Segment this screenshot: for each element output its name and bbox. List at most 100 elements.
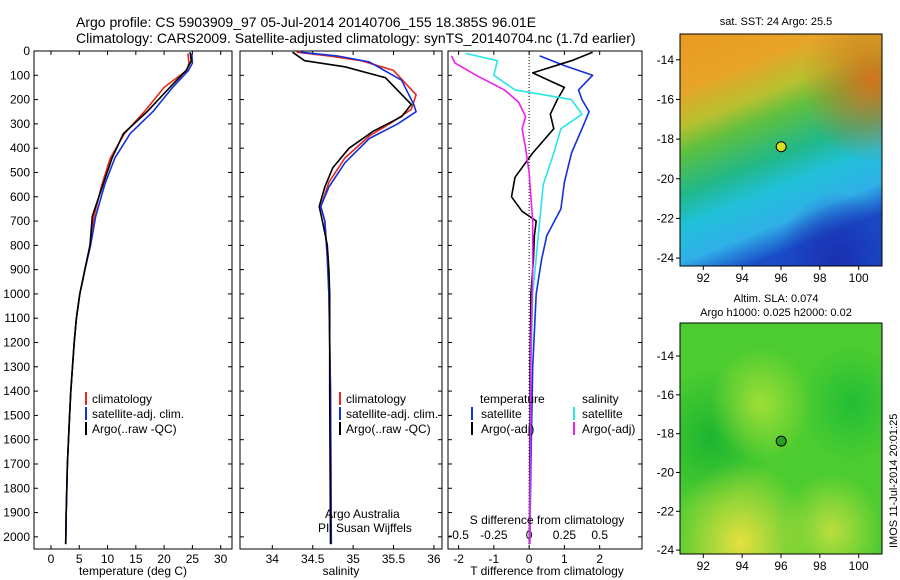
y-tick-label: 500: [10, 165, 30, 179]
map-x-tick-label: 96: [774, 559, 788, 573]
map-y-tick-label: -20: [657, 465, 675, 479]
y-tick-label: 400: [10, 141, 30, 155]
sst-map: [679, 33, 883, 267]
y-tick-label: 1800: [3, 481, 30, 495]
y-tick-label: 800: [10, 238, 30, 252]
salinity-series: [292, 51, 417, 545]
y-tick-label: 900: [10, 263, 30, 277]
difference-series: [450, 51, 594, 545]
argo-location-marker: [775, 141, 787, 153]
map-x-tick-label: 92: [697, 271, 711, 285]
y-tick-label: 1400: [3, 384, 30, 398]
y-tick-label: 1600: [3, 433, 30, 447]
sst-map-axes: 92 94 96 98 100 -14 -16 -18 -20 -22 -24: [657, 53, 869, 285]
y-tick-label: 2000: [3, 530, 30, 544]
map-x-tick-label: 100: [849, 559, 869, 573]
y-tick-label: 1500: [3, 408, 30, 422]
credit-line-2: PI: Susan Wijffels: [318, 521, 412, 535]
x-tick-label: 36: [427, 552, 441, 566]
legend-label-argo: Argo(..raw -QC): [92, 422, 177, 436]
salinity-axis: 34 34.5 35 35.5 36: [240, 50, 442, 566]
map-y-tick-label: -20: [657, 172, 675, 186]
temperature-axis: 0100200300400500600700800900100011001200…: [3, 44, 232, 566]
y-tick-label: 1900: [3, 506, 30, 520]
x-tick-label: 0: [48, 552, 55, 566]
sla-map-title: Altim. SLA: 0.074: [734, 293, 819, 305]
map-x-tick-label: 94: [735, 271, 749, 285]
map-x-tick-label: 92: [697, 559, 711, 573]
salinity-legend: climatology satellite-adj. clim. Argo(..…: [339, 392, 438, 436]
y-tick-label: 300: [10, 117, 30, 131]
y-tick-label: 1100: [4, 311, 30, 325]
x-tick-label: -1: [489, 552, 500, 566]
legend-label-argo: Argo(..raw -QC): [346, 422, 431, 436]
x-tick-label: 5: [76, 552, 83, 566]
y-tick-label: 1700: [3, 457, 30, 471]
legend-label-t-satellite: satellite: [481, 407, 522, 421]
map-y-tick-label: -16: [657, 92, 675, 106]
legend-label-s-satellite: satellite: [582, 407, 623, 421]
legend-label-t-argo: Argo(-adj): [481, 422, 534, 436]
sla-map-subtitle: Argo h1000: 0.025 h2000: 0.02: [700, 307, 852, 319]
x-tick-label: 2: [596, 552, 603, 566]
s-diff-tick-label: -0.25: [480, 528, 508, 542]
y-tick-label: 600: [10, 190, 30, 204]
map-y-tick-label: -24: [657, 251, 675, 265]
map-x-tick-label: 98: [813, 559, 827, 573]
x-tick-label: 20: [157, 552, 171, 566]
s-diff-tick-label: 0.5: [591, 528, 608, 542]
map-x-tick-label: 94: [735, 559, 749, 573]
series-t-satellite: [529, 55, 594, 545]
s-diff-tick-label: 0.25: [553, 528, 577, 542]
y-tick-label: 1000: [3, 287, 30, 301]
salinity-xlabel: salinity: [323, 564, 360, 578]
x-tick-label: 35: [346, 552, 360, 566]
map-x-tick-label: 96: [774, 271, 788, 285]
argo-location-marker: [775, 435, 787, 447]
map-y-tick-label: -14: [657, 349, 675, 363]
legend-title-salinity: salinity: [582, 392, 619, 406]
difference-xlabel: T difference from climatology: [470, 564, 624, 578]
temperature-legend: climatology satellite-adj. clim. Argo(..…: [85, 392, 184, 436]
series-argo-raw-qc: [64, 52, 193, 545]
x-tick-label: 1: [561, 552, 568, 566]
credit-line-1: Argo Australia: [325, 507, 400, 521]
s-diff-tick-label: -0.5: [448, 528, 469, 542]
x-tick-label: -2: [453, 552, 464, 566]
salinity-plot-frame: [239, 50, 443, 550]
x-tick-label: 25: [186, 552, 200, 566]
x-tick-label: 15: [129, 552, 143, 566]
map-x-tick-label: 98: [813, 271, 827, 285]
legend-label-satellite: satellite-adj. clim.: [346, 407, 438, 421]
series-argo-raw-qc: [292, 51, 413, 545]
series-s-satellite: [465, 52, 583, 545]
legend-label-s-argo: Argo(-adj): [582, 422, 635, 436]
header-line-1: Argo profile: CS 5903909_97 05-Jul-2014 …: [76, 14, 536, 30]
series-s-argo-adj: [450, 55, 534, 545]
map-x-tick-label: 100: [849, 271, 869, 285]
temperature-xlabel: temperature (deg C): [79, 564, 187, 578]
legend-label-satellite: satellite-adj. clim.: [92, 407, 184, 421]
map-y-tick-label: -18: [657, 427, 675, 441]
y-tick-label: 200: [10, 93, 30, 107]
difference-legend: temperature salinity satellite Argo(-adj…: [471, 392, 635, 436]
x-tick-label: 0: [526, 552, 533, 566]
x-tick-label: 35.5: [382, 552, 406, 566]
temperature-series: [64, 52, 194, 545]
map-y-tick-label: -14: [657, 53, 675, 67]
map-y-tick-label: -18: [657, 132, 675, 146]
y-tick-label: 0: [23, 44, 30, 58]
sst-map-title: sat. SST: 24 Argo: 25.5: [720, 16, 833, 28]
difference-plot-frame: [447, 50, 643, 550]
y-tick-label: 1300: [3, 360, 30, 374]
y-tick-label: 1200: [3, 336, 30, 350]
map-y-tick-label: -24: [657, 543, 675, 557]
x-tick-label: 34.5: [301, 552, 325, 566]
map-y-tick-label: -22: [657, 211, 675, 225]
difference-xlabel-top: S difference from climatology: [470, 513, 625, 527]
legend-label-climatology: climatology: [92, 392, 152, 406]
x-tick-label: 30: [214, 552, 228, 566]
legend-label-climatology: climatology: [346, 392, 406, 406]
map-y-tick-label: -22: [657, 504, 675, 518]
